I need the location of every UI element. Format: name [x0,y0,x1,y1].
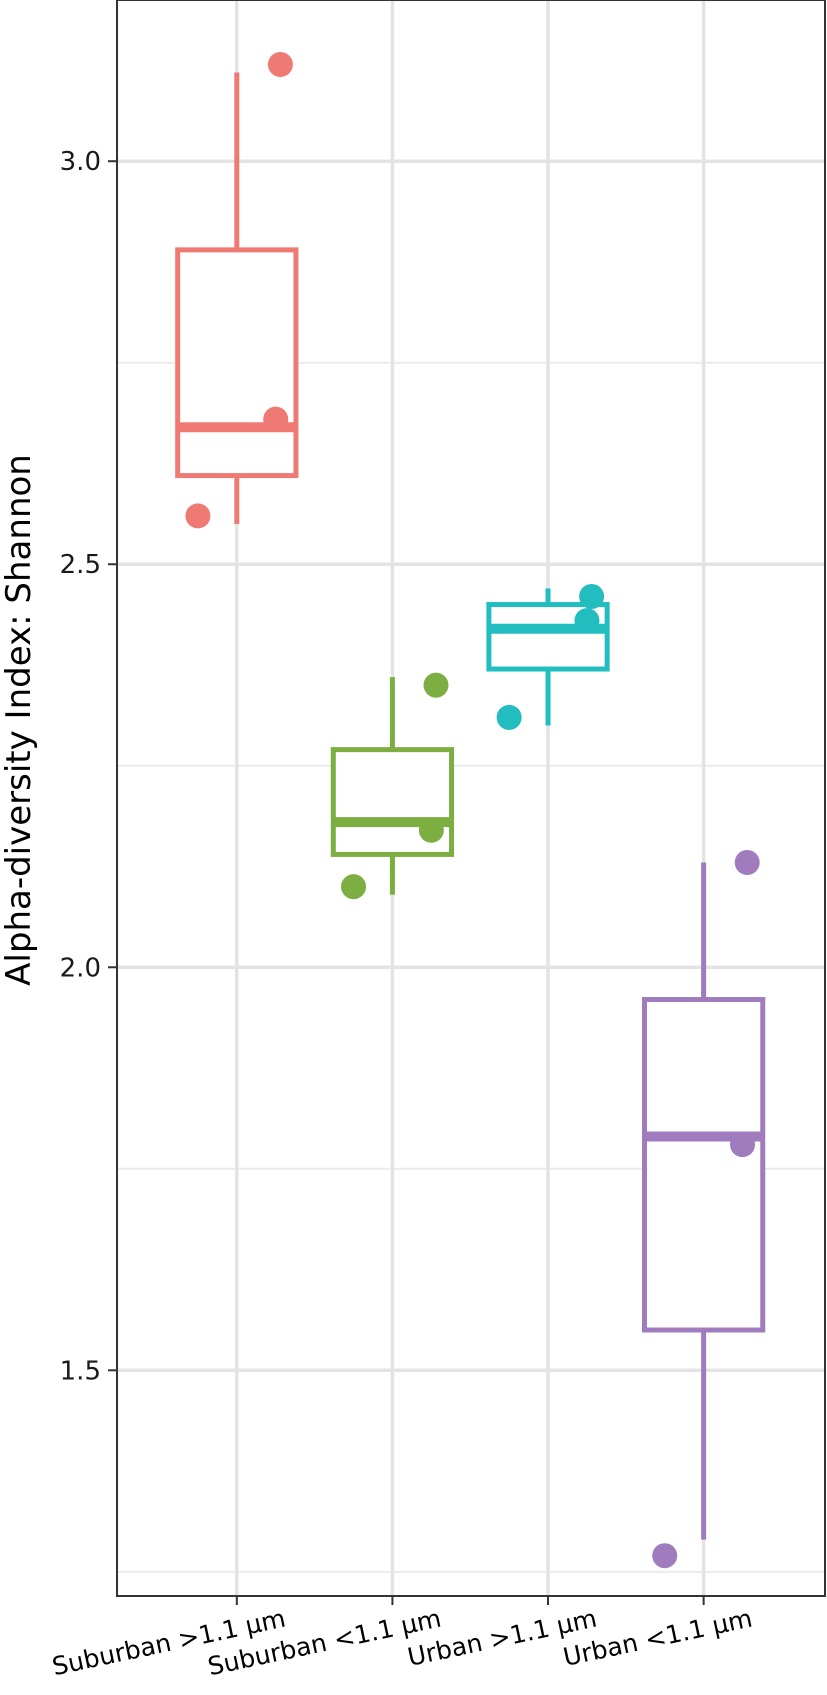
data-point [496,704,522,730]
data-point [579,583,605,609]
data-point [267,51,293,77]
box-body [641,997,766,1333]
y-axis-title: Alpha-diversity Index: Shannon [0,454,39,986]
box-body [175,247,299,479]
data-point [423,672,449,698]
data-point [574,608,600,634]
y-tick-label: 1.5 [60,1356,101,1386]
box-4 [641,862,766,1540]
boxes [175,72,766,1540]
data-point [734,849,760,875]
data-point [185,503,211,529]
data-point [418,817,444,843]
y-axis: 1.5 2.0 2.5 3.0 [60,147,117,1386]
data-point [652,1543,678,1569]
y-tick-label: 2.5 [60,550,101,580]
y-tick-label: 3.0 [60,147,101,177]
data-point [341,874,367,900]
box-1 [175,72,299,524]
data-point [730,1132,756,1158]
points [185,51,760,1569]
plot-panel-border [116,0,826,1597]
y-tick-label: 2.0 [60,953,101,983]
data-point [263,406,289,432]
plot-background [117,0,825,1596]
